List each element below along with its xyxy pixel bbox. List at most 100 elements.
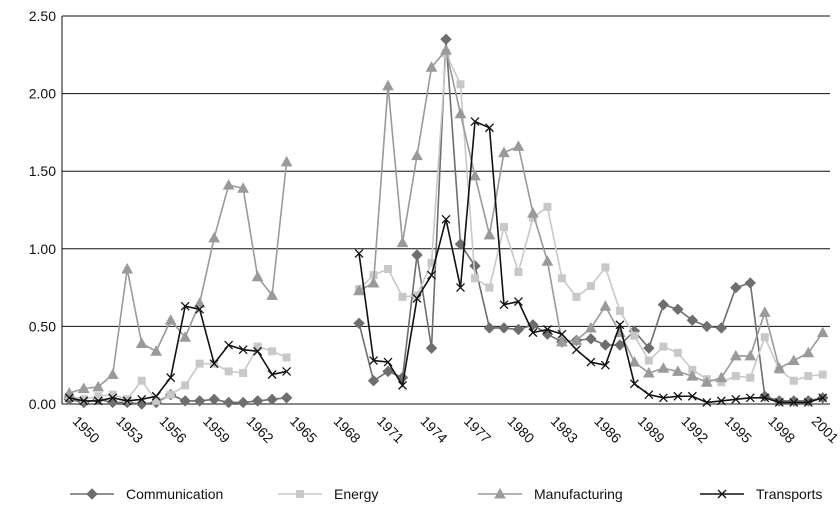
data-point (498, 146, 510, 158)
data-point (599, 300, 612, 311)
data-point (266, 393, 278, 406)
legend-marker (296, 490, 304, 498)
series-line (69, 305, 287, 402)
data-point (702, 397, 712, 407)
data-point (744, 277, 757, 289)
data-point (152, 396, 161, 405)
y-tick-label: 0.00 (29, 396, 56, 412)
data-point (282, 353, 291, 362)
y-tick-label: 0.50 (29, 318, 56, 334)
data-point (599, 339, 612, 351)
data-point (253, 342, 262, 351)
data-point (586, 282, 595, 291)
data-point (151, 391, 161, 401)
data-point (615, 306, 624, 315)
data-point (164, 314, 177, 325)
data-point (628, 356, 641, 367)
data-point (729, 349, 742, 361)
data-point (470, 274, 479, 283)
data-point (411, 249, 423, 261)
data-point (657, 298, 670, 311)
x-tick-label: 1989 (635, 413, 668, 446)
data-point (557, 329, 567, 339)
data-point (672, 303, 684, 316)
data-point (251, 270, 264, 282)
data-point (179, 331, 192, 342)
data-point (716, 396, 726, 406)
data-point (469, 169, 481, 181)
data-point (818, 370, 827, 379)
data-point (644, 390, 654, 400)
data-point (456, 283, 465, 293)
data-point (440, 44, 452, 55)
data-point (643, 366, 655, 378)
data-point (615, 320, 625, 330)
y-tick-label: 1.50 (29, 163, 56, 179)
x-tick-label: 1965 (287, 413, 320, 446)
x-tick-label: 1980 (504, 413, 537, 446)
data-point (122, 396, 132, 406)
data-point (774, 397, 784, 407)
x-tick-label: 1998 (765, 413, 798, 446)
y-tick-label: 1.00 (29, 241, 56, 257)
x-tick-label: 1971 (374, 413, 407, 446)
data-point (601, 263, 610, 272)
data-point (150, 345, 163, 356)
data-point (787, 354, 800, 366)
data-point (571, 345, 581, 355)
data-point (499, 300, 509, 310)
data-point (106, 368, 119, 380)
x-tick-label: 1956 (157, 413, 190, 446)
x-tick-label: 1974 (417, 413, 450, 446)
y-tick-label: 2.50 (29, 8, 56, 24)
data-point (398, 380, 407, 390)
data-point (456, 80, 465, 89)
data-point (267, 370, 277, 379)
data-point (382, 365, 394, 378)
data-point (353, 284, 365, 296)
data-point (425, 61, 438, 72)
data-point (498, 322, 510, 334)
data-point (556, 335, 568, 347)
data-point (730, 281, 742, 294)
legend-marker (494, 487, 506, 499)
data-point (557, 274, 566, 283)
data-point (193, 395, 206, 407)
data-point (527, 207, 539, 218)
data-point (94, 392, 103, 401)
data-point (396, 236, 409, 248)
data-point (585, 321, 597, 333)
data-point (643, 342, 655, 354)
x-tick-label: 1968 (330, 413, 363, 446)
data-point (542, 325, 552, 334)
data-point (268, 347, 277, 356)
data-point (541, 255, 554, 266)
data-point (209, 359, 219, 369)
data-point (629, 379, 639, 389)
data-point (614, 339, 626, 351)
data-point (222, 179, 235, 190)
legend-label: Transports (756, 486, 822, 502)
data-point (657, 362, 670, 373)
data-point (208, 393, 220, 406)
data-point (570, 334, 583, 345)
x-tick-label: 1995 (722, 413, 755, 446)
data-point (166, 373, 176, 383)
data-point (658, 393, 668, 403)
data-point (644, 356, 653, 365)
data-point (715, 371, 728, 383)
data-point (353, 317, 365, 330)
data-point (745, 393, 755, 403)
data-point (64, 393, 74, 403)
data-point (586, 357, 596, 367)
x-tick-label: 1959 (200, 413, 233, 446)
legend-marker (86, 488, 98, 500)
series-line (69, 393, 287, 405)
data-point (251, 395, 264, 407)
data-point (700, 376, 713, 387)
data-point (731, 372, 740, 381)
data-point (222, 396, 235, 409)
data-point (208, 231, 221, 243)
data-point (398, 292, 407, 301)
